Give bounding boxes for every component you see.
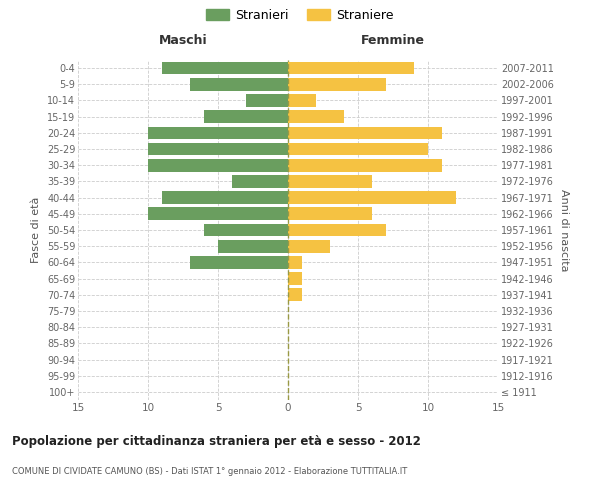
Text: COMUNE DI CIVIDATE CAMUNO (BS) - Dati ISTAT 1° gennaio 2012 - Elaborazione TUTTI: COMUNE DI CIVIDATE CAMUNO (BS) - Dati IS…	[12, 468, 407, 476]
Text: Maschi: Maschi	[158, 34, 208, 48]
Bar	[288, 288, 302, 301]
Bar	[204, 110, 288, 123]
Y-axis label: Anni di nascita: Anni di nascita	[559, 188, 569, 271]
Y-axis label: Fasce di età: Fasce di età	[31, 197, 41, 263]
Bar	[288, 192, 456, 204]
Bar	[148, 159, 288, 172]
Text: Popolazione per cittadinanza straniera per età e sesso - 2012: Popolazione per cittadinanza straniera p…	[12, 435, 421, 448]
Bar	[288, 62, 414, 74]
Bar	[288, 94, 316, 107]
Bar	[288, 126, 442, 139]
Bar	[288, 208, 372, 220]
Bar	[232, 175, 288, 188]
Bar	[148, 126, 288, 139]
Text: Femmine: Femmine	[361, 34, 425, 48]
Bar	[288, 142, 428, 156]
Bar	[288, 78, 386, 90]
Bar	[162, 192, 288, 204]
Bar	[190, 78, 288, 90]
Legend: Stranieri, Straniere: Stranieri, Straniere	[206, 8, 394, 22]
Bar	[288, 159, 442, 172]
Bar	[246, 94, 288, 107]
Bar	[288, 256, 302, 268]
Bar	[148, 142, 288, 156]
Bar	[190, 256, 288, 268]
Bar	[218, 240, 288, 252]
Bar	[288, 240, 330, 252]
Bar	[288, 110, 344, 123]
Bar	[288, 224, 386, 236]
Bar	[148, 208, 288, 220]
Bar	[288, 175, 372, 188]
Bar	[204, 224, 288, 236]
Bar	[162, 62, 288, 74]
Bar	[288, 272, 302, 285]
